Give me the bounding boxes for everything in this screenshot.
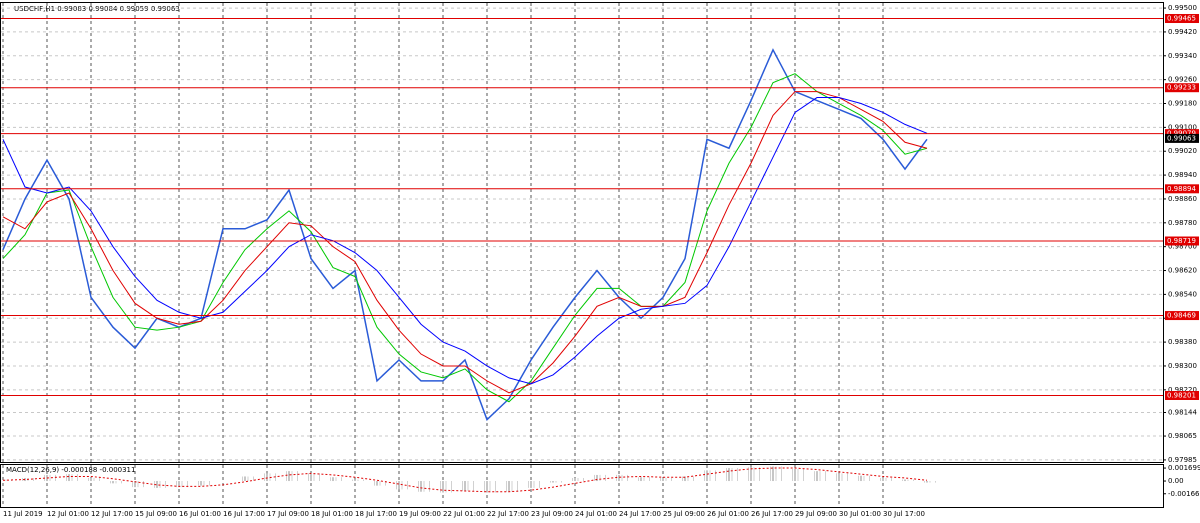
x-tick-label: 22 Jul 17:00 bbox=[487, 510, 529, 518]
level-label: 0.98894 bbox=[1167, 185, 1196, 193]
x-tick-label: 17 Jul 09:00 bbox=[267, 510, 309, 518]
x-tick-label: 15 Jul 09:00 bbox=[135, 510, 177, 518]
level-label: 0.99233 bbox=[1167, 84, 1196, 92]
macd-signal bbox=[2, 467, 928, 493]
y-tick-label: 0.98620 bbox=[1168, 267, 1197, 275]
x-tick-label: 30 Jul 01:00 bbox=[839, 510, 881, 518]
x-tick-label: 16 Jul 17:00 bbox=[223, 510, 265, 518]
y-tick-label: 0.98780 bbox=[1168, 219, 1197, 227]
x-tick-label: 18 Jul 01:00 bbox=[311, 510, 353, 518]
y-tick-label: 0.98380 bbox=[1168, 338, 1197, 346]
x-tick-label: 26 Jul 17:00 bbox=[751, 510, 793, 518]
y-tick-label: 0.98940 bbox=[1168, 171, 1197, 179]
y-tick-label: 0.98065 bbox=[1168, 432, 1197, 440]
level-label-box bbox=[1165, 184, 1199, 194]
y-tick-label: 0.001699 bbox=[1168, 464, 1200, 472]
x-tick-label: 26 Jul 01:00 bbox=[707, 510, 749, 518]
x-tick-label: 19 Jul 09:00 bbox=[399, 510, 441, 518]
macd-frame bbox=[0, 464, 1164, 508]
level-label-box bbox=[1165, 390, 1199, 400]
level-label: 0.99079 bbox=[1167, 130, 1196, 138]
x-tick-label: 25 Jul 09:00 bbox=[663, 510, 705, 518]
x-tick-label: 12 Jul 01:00 bbox=[47, 510, 89, 518]
y-tick-label: 0.99020 bbox=[1168, 147, 1197, 155]
moving-average bbox=[2, 97, 928, 385]
chart-title: USDCHF,H1 0.99083 0.99084 0.99059 0.9906… bbox=[14, 5, 180, 13]
price-frame bbox=[0, 2, 1164, 463]
y-tick-label: 0.97985 bbox=[1168, 456, 1197, 464]
x-tick-label: 24 Jul 01:00 bbox=[575, 510, 617, 518]
x-tick-label: 29 Jul 09:00 bbox=[795, 510, 837, 518]
y-tick-label: 0.98300 bbox=[1168, 362, 1197, 370]
level-label-box bbox=[1165, 129, 1199, 139]
level-label: 0.98719 bbox=[1167, 237, 1196, 245]
y-tick-label: 0.98700 bbox=[1168, 243, 1197, 251]
y-tick-label: 0.98220 bbox=[1168, 386, 1197, 394]
x-tick-label: 22 Jul 01:00 bbox=[443, 510, 485, 518]
macd-title: MACD(12,26,9) -0.000188 -0.000311 bbox=[6, 466, 135, 474]
y-tick-label: 0.00 bbox=[1168, 477, 1184, 485]
x-tick-label: 18 Jul 17:00 bbox=[355, 510, 397, 518]
level-label: 0.99465 bbox=[1167, 15, 1196, 23]
x-tick-label: 23 Jul 09:00 bbox=[531, 510, 573, 518]
x-tick-label: 24 Jul 17:00 bbox=[619, 510, 661, 518]
level-label-box bbox=[1165, 236, 1199, 246]
y-tick-label: 0.98144 bbox=[1168, 408, 1197, 416]
y-tick-label: 0.99180 bbox=[1168, 100, 1197, 108]
last-price-box bbox=[1165, 133, 1199, 143]
x-tick-label: 12 Jul 17:00 bbox=[91, 510, 133, 518]
moving-average bbox=[2, 73, 928, 403]
y-tick-label: 0.99100 bbox=[1168, 123, 1197, 131]
y-tick-label: 0.99500 bbox=[1168, 4, 1197, 12]
x-tick-label: 11 Jul 2019 bbox=[3, 510, 43, 518]
y-tick-label: 0.99420 bbox=[1168, 28, 1197, 36]
level-label: 0.98469 bbox=[1167, 312, 1196, 320]
y-tick-label: -0.001666 bbox=[1168, 490, 1200, 498]
x-tick-label: 30 Jul 17:00 bbox=[883, 510, 925, 518]
level-label-box bbox=[1165, 14, 1199, 24]
level-label-box bbox=[1165, 311, 1199, 321]
y-tick-label: 0.99340 bbox=[1168, 52, 1197, 60]
level-label-box bbox=[1165, 83, 1199, 93]
level-label: 0.98201 bbox=[1167, 391, 1196, 399]
last-price-label: 0.99063 bbox=[1167, 134, 1196, 142]
moving-average bbox=[2, 91, 928, 394]
y-tick-label: 0.98540 bbox=[1168, 290, 1197, 298]
y-tick-label: 0.99260 bbox=[1168, 76, 1197, 84]
y-tick-label: 0.98860 bbox=[1168, 195, 1197, 203]
x-tick-label: 16 Jul 01:00 bbox=[179, 510, 221, 518]
